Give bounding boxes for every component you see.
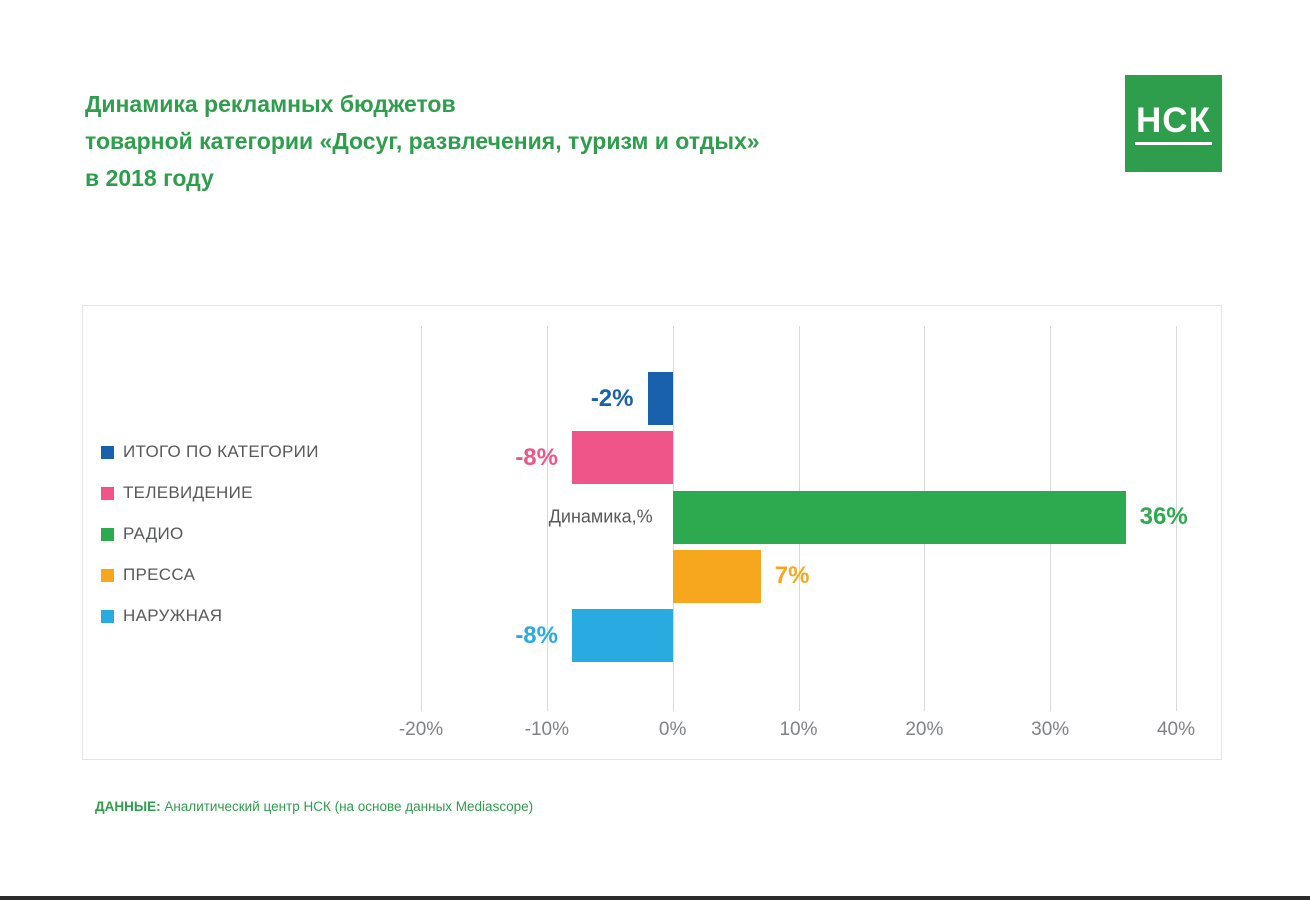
chart-panel: -20% -10% 0% 10% 20% 30% 40% -2% -8% 36%…	[82, 305, 1222, 760]
bar-press	[672, 549, 761, 603]
bottom-edge-strip	[0, 896, 1310, 900]
x-tick-label: 20%	[905, 719, 944, 740]
legend-label: ТЕЛЕВИДЕНИЕ	[123, 483, 253, 502]
legend-swatch	[101, 486, 114, 500]
bar-total-category	[647, 372, 673, 425]
page-title: Динамика рекламных бюджетов товарной кат…	[85, 86, 760, 197]
source-note: ДАННЫЕ: Аналитический центр НСК (на осно…	[95, 799, 533, 814]
x-tick-label: 0%	[658, 719, 687, 740]
title-line-2: товарной категории «Досуг, развлечения, …	[85, 128, 760, 154]
bar-value-label: 7%	[774, 562, 810, 590]
legend-swatch	[101, 609, 114, 623]
x-tick-label: -10%	[524, 719, 569, 740]
legend-item-outdoor: НАРУЖНАЯ	[101, 606, 319, 626]
bar-radio	[672, 490, 1126, 544]
bar-outdoor	[572, 609, 673, 663]
bar-value-label: -2%	[590, 384, 634, 412]
x-tick-label: 40%	[1156, 719, 1196, 740]
title-line-1: Динамика рекламных бюджетов	[85, 91, 456, 117]
legend-label: РАДИО	[123, 524, 184, 543]
legend-swatch	[101, 445, 114, 459]
legend-item-total-category: ИТОГО ПО КАТЕГОРИИ	[101, 442, 319, 462]
legend-swatch	[101, 527, 114, 541]
bar-television	[572, 431, 673, 485]
legend-label: ПРЕССА	[123, 565, 196, 584]
nsk-logo-text: НСК	[1135, 103, 1212, 145]
bar-value-label: -8%	[515, 621, 558, 649]
x-tick-label: 10%	[779, 719, 818, 740]
x-tick-label: -20%	[398, 719, 444, 740]
bar-value-label: -8%	[515, 443, 558, 471]
bar-value-label: 36%	[1139, 503, 1188, 531]
gridline	[421, 326, 422, 711]
chart-legend: ИТОГО ПО КАТЕГОРИИ ТЕЛЕВИДЕНИЕ РАДИО ПРЕ…	[101, 442, 319, 626]
source-text: Аналитический центр НСК (на основе данны…	[160, 799, 534, 814]
legend-swatch	[101, 568, 114, 582]
x-tick-label: 30%	[1031, 719, 1070, 740]
legend-label: ИТОГО ПО КАТЕГОРИИ	[123, 442, 319, 461]
legend-item-television: ТЕЛЕВИДЕНИЕ	[101, 483, 319, 503]
nsk-logo: НСК	[1125, 75, 1222, 172]
axis-label: Динамика,%	[548, 506, 653, 527]
legend-item-radio: РАДИО	[101, 524, 319, 544]
legend-item-press: ПРЕССА	[101, 565, 319, 585]
source-label: ДАННЫЕ:	[95, 799, 161, 814]
title-line-3: в 2018 году	[85, 165, 214, 191]
gridline	[546, 326, 548, 711]
legend-label: НАРУЖНАЯ	[123, 606, 223, 625]
gridline	[1176, 326, 1177, 711]
